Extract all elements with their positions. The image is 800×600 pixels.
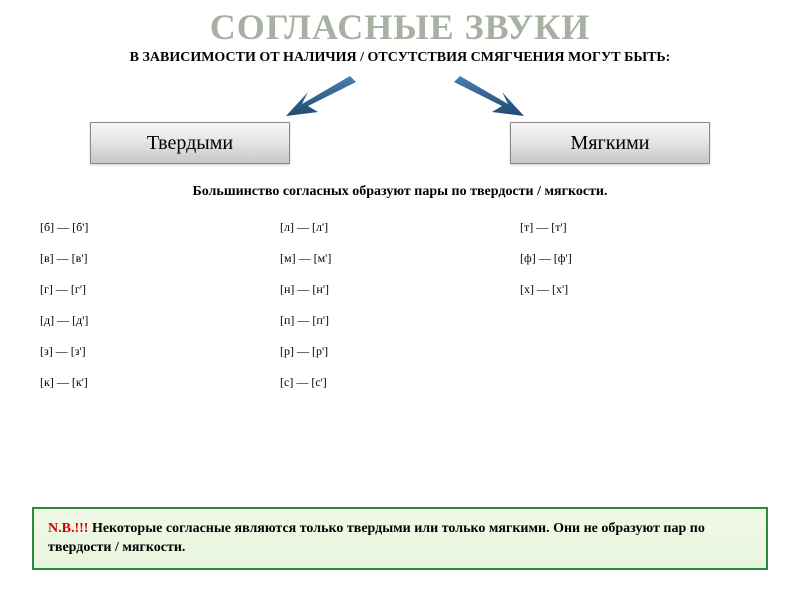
main-title: СОГЛАСНЫЕ ЗВУКИ: [0, 0, 800, 48]
pair-item: [н] — [н']: [280, 282, 520, 297]
pair-item: [х] — [х']: [520, 282, 760, 297]
pair-item: [б] — [б']: [40, 220, 280, 235]
pairs-col-3: [т] — [т'] [ф] — [ф'] [х] — [х']: [520, 220, 760, 390]
pairs-col-2: [л] — [л'] [м] — [м'] [н] — [н'] [п] — […: [280, 220, 520, 390]
subtitle: В ЗАВИСИМОСТИ ОТ НАЛИЧИЯ / ОТСУТСТВИЯ СМ…: [0, 50, 800, 66]
pair-item: [в] — [в']: [40, 251, 280, 266]
pair-item: [з] — [з']: [40, 344, 280, 359]
pair-item: [д] — [д']: [40, 313, 280, 328]
pair-item: [л] — [л']: [280, 220, 520, 235]
category-boxes: Твердыми Мягкими: [0, 122, 800, 164]
pairs-col-1: [б] — [б'] [в] — [в'] [г] — [г'] [д] — […: [40, 220, 280, 390]
arrow-right-icon: [440, 72, 530, 127]
pair-item: [п] — [п']: [280, 313, 520, 328]
pair-item: [к] — [к']: [40, 375, 280, 390]
category-soft: Мягкими: [510, 122, 710, 164]
pair-item: [м] — [м']: [280, 251, 520, 266]
pair-item: [ф] — [ф']: [520, 251, 760, 266]
category-hard: Твердыми: [90, 122, 290, 164]
arrows-container: [0, 66, 800, 126]
pair-item: [т] — [т']: [520, 220, 760, 235]
pair-item: [г] — [г']: [40, 282, 280, 297]
pair-item: [с] — [с']: [280, 375, 520, 390]
note-box: N.B.!!! Некоторые согласные являются тол…: [32, 507, 768, 570]
note-prefix: N.B.!!!: [48, 521, 88, 536]
arrow-left-icon: [280, 72, 370, 127]
pairs-grid: [б] — [б'] [в] — [в'] [г] — [г'] [д] — […: [0, 200, 800, 390]
pair-item: [р] — [р']: [280, 344, 520, 359]
note-text: Некоторые согласные являются только твер…: [48, 521, 705, 556]
middle-text: Большинство согласных образуют пары по т…: [0, 184, 800, 200]
